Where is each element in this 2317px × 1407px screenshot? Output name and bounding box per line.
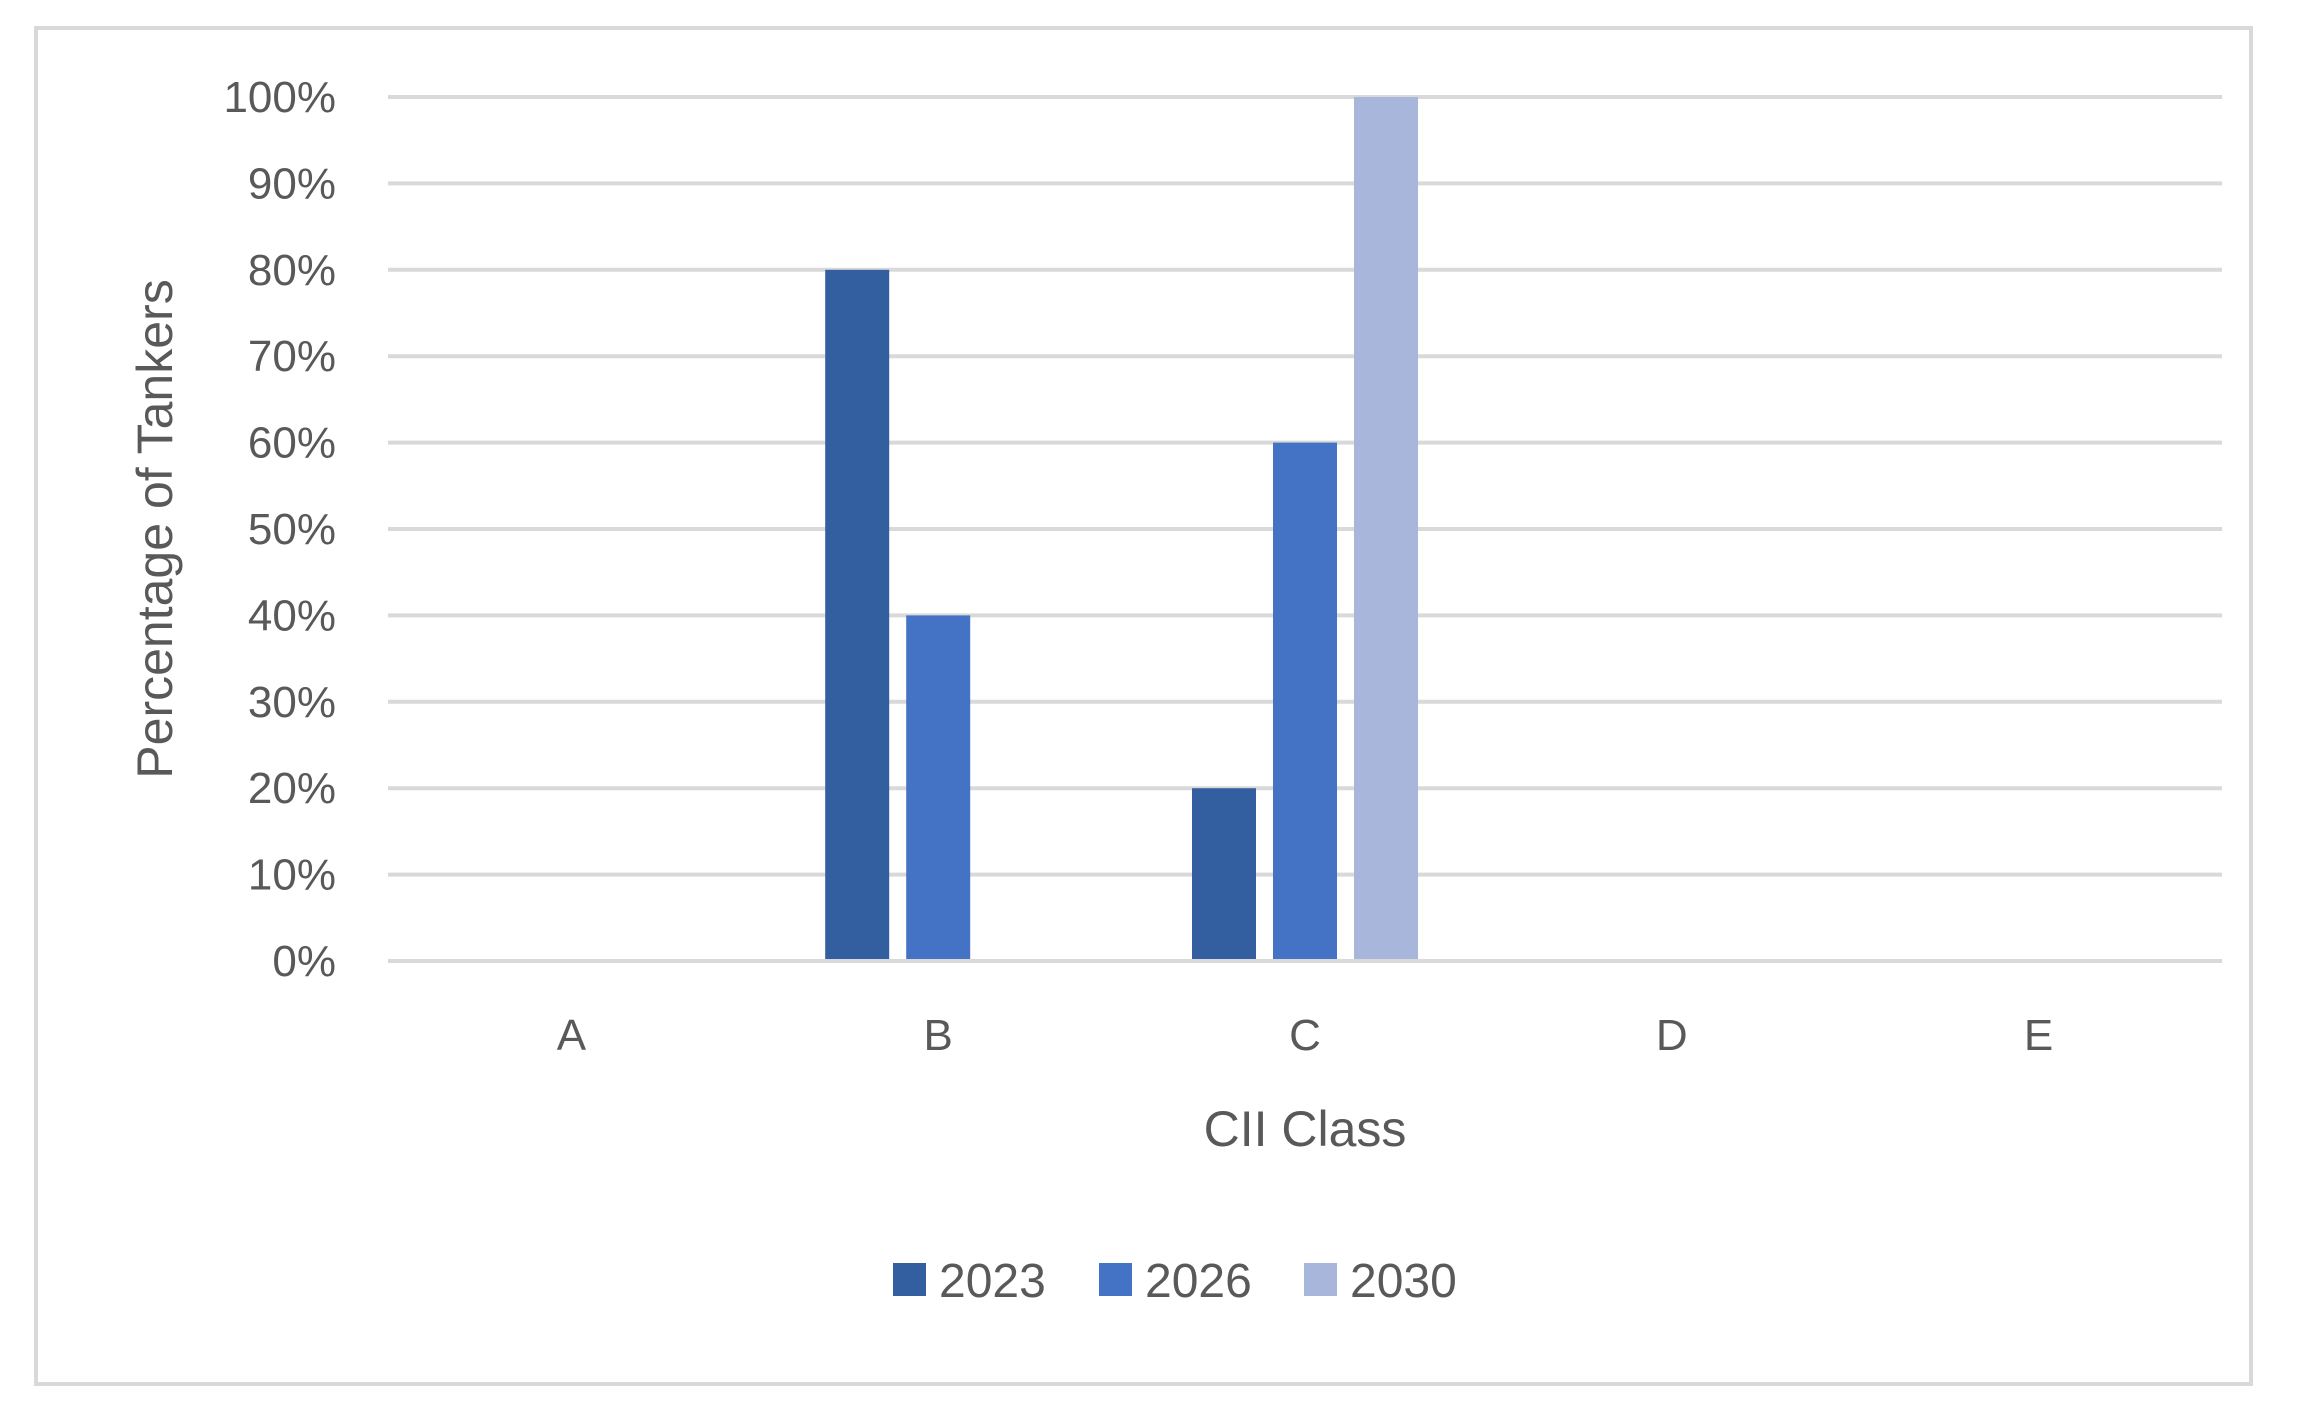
y-tick-label: 100% [223,73,336,122]
bar-2023-B [825,269,890,961]
x-axis-title: CII Class [1204,1101,1407,1157]
y-tick-label: 0% [272,937,336,986]
bar-2026-C [1273,442,1337,962]
bar-2026-B [906,615,971,961]
bar-2023-C [1192,788,1256,961]
bar-2030-C [1354,97,1418,961]
legend-label-2030: 2030 [1350,1255,1457,1308]
x-tick-label: A [557,1011,587,1060]
x-tick-label: E [2024,1011,2053,1060]
y-tick-label: 30% [248,678,336,727]
y-axis-title: Percentage of Tankers [127,279,183,778]
legend: 2023 2026 2030 [893,1255,1457,1308]
chart-frame [34,26,2253,1386]
y-tick-label: 70% [248,332,336,381]
y-tick-label: 50% [248,505,336,554]
x-tick-label: B [924,1011,953,1060]
y-tick-label: 40% [248,591,336,640]
y-tick-label: 10% [248,851,336,900]
legend-label-2026: 2026 [1145,1255,1252,1308]
legend-swatch-2023 [893,1263,926,1296]
y-tick-label: 60% [248,419,336,468]
y-tick-label: 80% [248,246,336,295]
x-tick-label: D [1656,1011,1688,1060]
x-tick-label: C [1289,1011,1321,1060]
y-tick-label: 20% [248,764,336,813]
legend-swatch-2030 [1304,1263,1337,1296]
y-axis-tick-labels: 0% 10% 20% 30% 40% 50% 60% 70% 80% 90% 100% [223,73,336,986]
legend-swatch-2026 [1099,1263,1132,1296]
legend-label-2023: 2023 [939,1255,1046,1308]
y-tick-label: 90% [248,159,336,208]
x-axis-tick-labels: A B C D E [557,1011,2054,1060]
bars [388,97,2222,963]
